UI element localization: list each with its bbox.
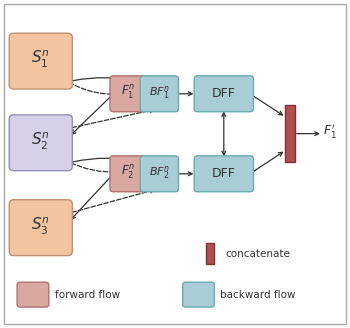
FancyArrowPatch shape (253, 96, 282, 115)
Text: $BF_1^n$: $BF_1^n$ (149, 84, 170, 101)
Text: concatenate: concatenate (225, 249, 290, 259)
Text: $S_2^n$: $S_2^n$ (32, 131, 50, 152)
Text: backward flow: backward flow (220, 290, 296, 300)
FancyArrowPatch shape (57, 156, 122, 166)
FancyArrowPatch shape (253, 152, 282, 172)
FancyArrowPatch shape (222, 113, 226, 155)
FancyArrowPatch shape (179, 172, 192, 176)
Bar (285, 105, 295, 162)
FancyArrowPatch shape (57, 76, 122, 84)
FancyBboxPatch shape (9, 200, 72, 256)
FancyArrowPatch shape (72, 97, 111, 134)
FancyArrowPatch shape (56, 154, 159, 172)
Bar (205, 243, 214, 264)
Text: forward flow: forward flow (55, 290, 120, 300)
Text: $F_2^n$: $F_2^n$ (121, 164, 135, 181)
FancyArrowPatch shape (54, 72, 163, 94)
Text: $F_1^n$: $F_1^n$ (121, 84, 135, 101)
FancyBboxPatch shape (110, 76, 146, 112)
FancyBboxPatch shape (194, 76, 253, 112)
Text: DFF: DFF (212, 87, 236, 100)
FancyBboxPatch shape (9, 33, 72, 89)
FancyArrowPatch shape (72, 177, 111, 219)
FancyBboxPatch shape (17, 282, 49, 307)
FancyBboxPatch shape (183, 282, 215, 307)
FancyBboxPatch shape (110, 156, 146, 192)
Text: $F_1'$: $F_1'$ (323, 122, 337, 140)
FancyBboxPatch shape (140, 76, 178, 112)
FancyBboxPatch shape (140, 156, 178, 192)
FancyArrowPatch shape (179, 92, 192, 96)
Text: $S_3^n$: $S_3^n$ (32, 215, 50, 236)
Text: $S_1^n$: $S_1^n$ (32, 49, 50, 70)
Text: $BF_2^n$: $BF_2^n$ (149, 164, 170, 181)
FancyArrowPatch shape (72, 189, 154, 213)
Text: DFF: DFF (212, 167, 236, 180)
FancyArrowPatch shape (297, 132, 319, 135)
FancyBboxPatch shape (194, 156, 253, 192)
FancyArrowPatch shape (72, 109, 154, 128)
FancyBboxPatch shape (9, 115, 72, 171)
